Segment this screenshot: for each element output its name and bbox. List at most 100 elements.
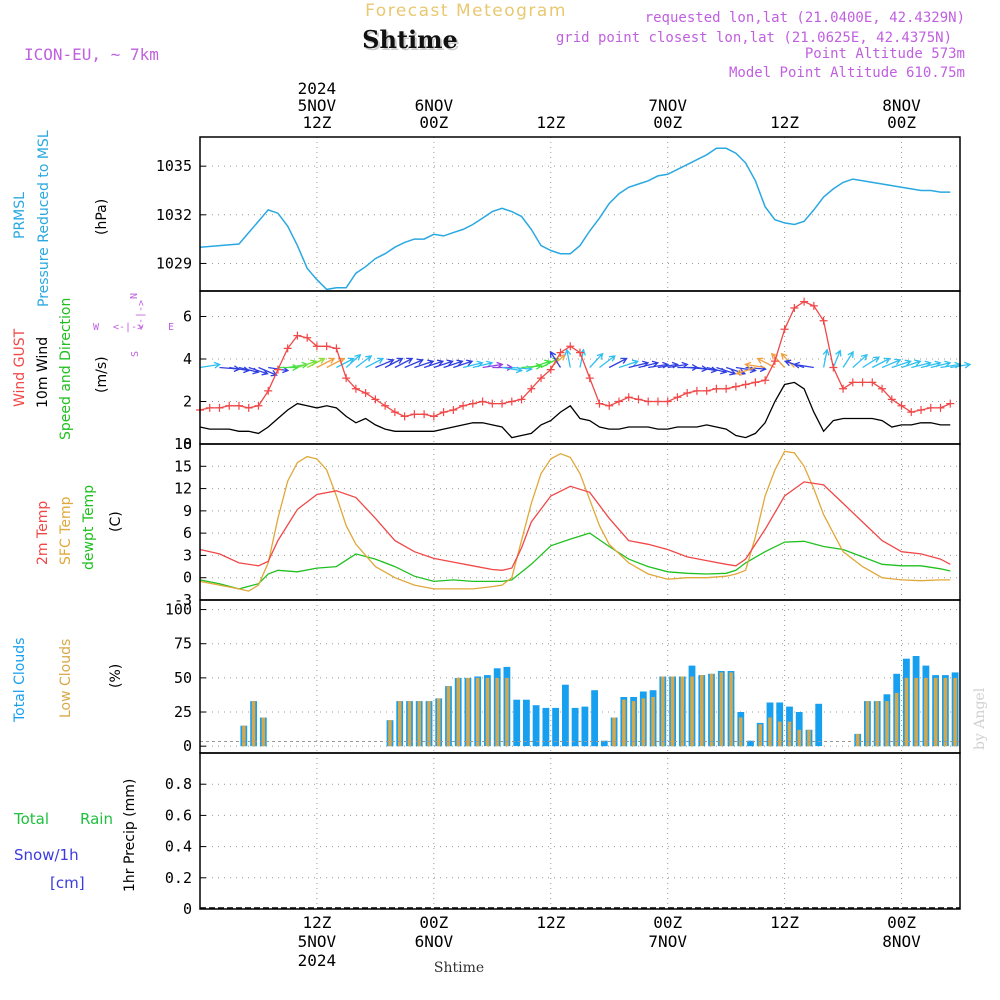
surface-temp-line xyxy=(199,450,951,592)
low-cloud-bar xyxy=(466,677,470,747)
bottom-time-label: 8NOV xyxy=(882,932,921,951)
gust-marker xyxy=(264,386,273,395)
y-tick-label: 0.8 xyxy=(165,775,192,793)
low-cloud-bar xyxy=(953,677,957,747)
total-cloud-bar xyxy=(523,699,530,747)
y-tick-label: 100 xyxy=(165,601,192,619)
low-cloud-bar xyxy=(242,725,246,747)
low-cloud-bar xyxy=(739,717,743,747)
pressure-y-ticks: 1029 1032 1035 xyxy=(156,157,206,272)
gust-marker xyxy=(293,331,302,340)
wind-arrow xyxy=(911,360,932,369)
gust-marker xyxy=(556,348,565,357)
total-cloud-bar xyxy=(591,690,598,747)
gust-marker xyxy=(361,389,370,397)
wind-arrow xyxy=(404,358,424,369)
bottom-time-label: 7NOV xyxy=(648,932,687,951)
gust-marker xyxy=(731,382,740,391)
gust-marker xyxy=(624,393,633,402)
top-time-label: 7NOV xyxy=(648,96,687,115)
temp-label-dewpt: dewpt Temp xyxy=(81,485,97,570)
compass-e: E xyxy=(168,322,174,333)
total-clouds-bars xyxy=(240,656,959,747)
point-altitude: Point Altitude 573m xyxy=(805,46,965,62)
gust-marker xyxy=(303,333,312,342)
gust-marker xyxy=(390,408,399,417)
wind-arrow xyxy=(891,359,912,369)
low-cloud-bar xyxy=(417,701,421,747)
low-cloud-bar xyxy=(875,701,879,747)
wind-arrow xyxy=(608,357,628,369)
gust-marker xyxy=(546,365,555,374)
wind-arrow xyxy=(433,359,454,369)
wind-arrow xyxy=(881,358,902,369)
gust-marker xyxy=(809,301,818,310)
gust-marker xyxy=(244,403,253,412)
wind-arrow xyxy=(832,349,842,368)
gust-marker xyxy=(527,384,536,393)
wind-arrow xyxy=(564,348,572,368)
low-cloud-bar xyxy=(641,698,646,747)
top-time-label: 12Z xyxy=(302,113,331,132)
low-cloud-bar xyxy=(700,675,704,747)
bottom-time-label: 12Z xyxy=(302,913,331,932)
wind-arrow xyxy=(667,361,689,369)
clouds-frame xyxy=(199,599,961,754)
wind-speed-line xyxy=(199,381,951,439)
low-cloud-bar xyxy=(680,676,685,747)
wind-arrow xyxy=(336,357,355,369)
y-tick-label: 6 xyxy=(183,524,192,542)
watermark: by Angel xyxy=(972,687,988,750)
wind-arrow xyxy=(453,359,474,369)
gust-marker xyxy=(507,397,516,406)
gust-marker xyxy=(517,395,526,404)
gust-marker xyxy=(839,384,848,393)
top-time-label: 2024 xyxy=(298,79,337,98)
gust-marker xyxy=(449,406,458,414)
low-cloud-bar xyxy=(495,677,499,747)
gust-marker xyxy=(926,403,935,412)
gust-marker xyxy=(576,348,584,357)
clouds-grid xyxy=(200,600,960,753)
top-time-label: 12Z xyxy=(770,113,799,132)
wind-arrow xyxy=(394,357,414,369)
temperature-grid xyxy=(200,443,960,601)
low-cloud-bar xyxy=(407,701,412,747)
gust-marker xyxy=(673,393,682,402)
compass-vertical: <-|-> xyxy=(135,300,146,330)
gust-marker xyxy=(761,376,770,385)
gust-marker xyxy=(790,304,799,312)
compass-arrows: <-|-> xyxy=(113,322,143,333)
wind-arrow xyxy=(930,360,952,369)
y-tick-label: 0 xyxy=(183,435,192,453)
low-cloud-bar xyxy=(505,677,509,747)
low-cloud-bar xyxy=(855,733,860,747)
wind-arrow xyxy=(521,362,543,370)
low-cloud-bar xyxy=(778,721,782,747)
wind-gust-line xyxy=(199,300,951,418)
precip-frame xyxy=(199,752,961,910)
top-time-label: 6NOV xyxy=(415,96,454,115)
gust-marker xyxy=(878,384,887,393)
gust-marker xyxy=(741,380,750,389)
top-time-label: 8NOV xyxy=(882,96,921,115)
wind-arrow xyxy=(842,350,854,368)
top-time-label: 00Z xyxy=(653,113,682,132)
low-cloud-bar xyxy=(670,676,675,747)
grid-coords: grid point closest lon,lat (21.0625E, 42… xyxy=(556,30,952,46)
wind-arrow xyxy=(443,359,464,369)
wind-arrow xyxy=(365,357,385,369)
y-tick-label: 0.4 xyxy=(165,838,192,856)
low-clouds-bars xyxy=(242,672,957,747)
wind-direction-arrows xyxy=(199,348,972,377)
temp-2m-line xyxy=(199,481,951,571)
bottom-time-label: 6NOV xyxy=(415,932,454,951)
total-cloud-bar xyxy=(815,703,823,747)
wind-arrow xyxy=(384,357,404,369)
gust-marker xyxy=(439,408,448,417)
requested-coords: requested lon,lat (21.0400E, 42.4329N) xyxy=(645,10,965,26)
clouds-label-low: Low Clouds xyxy=(58,639,74,718)
wind-unit: (m/s) xyxy=(94,356,110,393)
low-cloud-bar xyxy=(758,724,762,747)
